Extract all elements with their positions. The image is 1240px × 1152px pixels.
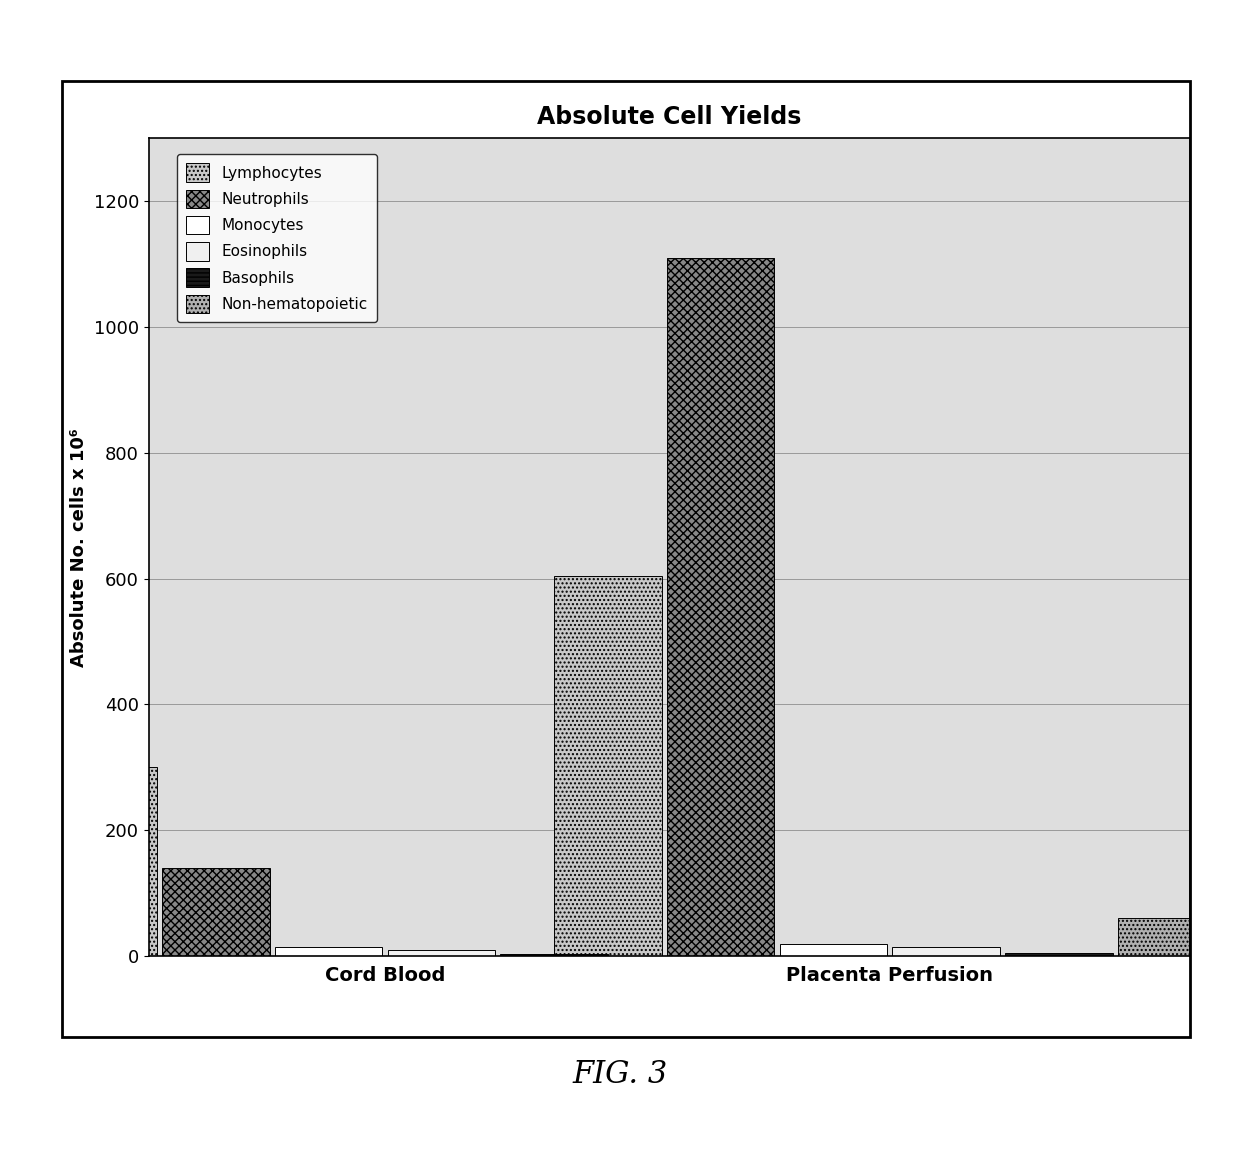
Text: FIG. 3: FIG. 3 (573, 1059, 667, 1090)
Bar (667, 258, 774, 956)
Bar (780, 943, 887, 956)
Legend: Lymphocytes, Neutrophils, Monocytes, Eosinophils, Basophils, Non-hematopoietic: Lymphocytes, Neutrophils, Monocytes, Eos… (177, 154, 377, 323)
Bar (1118, 918, 1225, 956)
Bar (50, 767, 156, 956)
Bar (893, 947, 999, 956)
Bar (275, 947, 382, 956)
Title: Absolute Cell Yields: Absolute Cell Yields (537, 105, 802, 129)
Y-axis label: Absolute No. cells x 10⁶: Absolute No. cells x 10⁶ (71, 427, 88, 667)
Bar (554, 576, 662, 956)
Bar (388, 950, 495, 956)
Bar (162, 869, 269, 956)
Bar (1006, 953, 1112, 956)
Bar (501, 954, 608, 956)
